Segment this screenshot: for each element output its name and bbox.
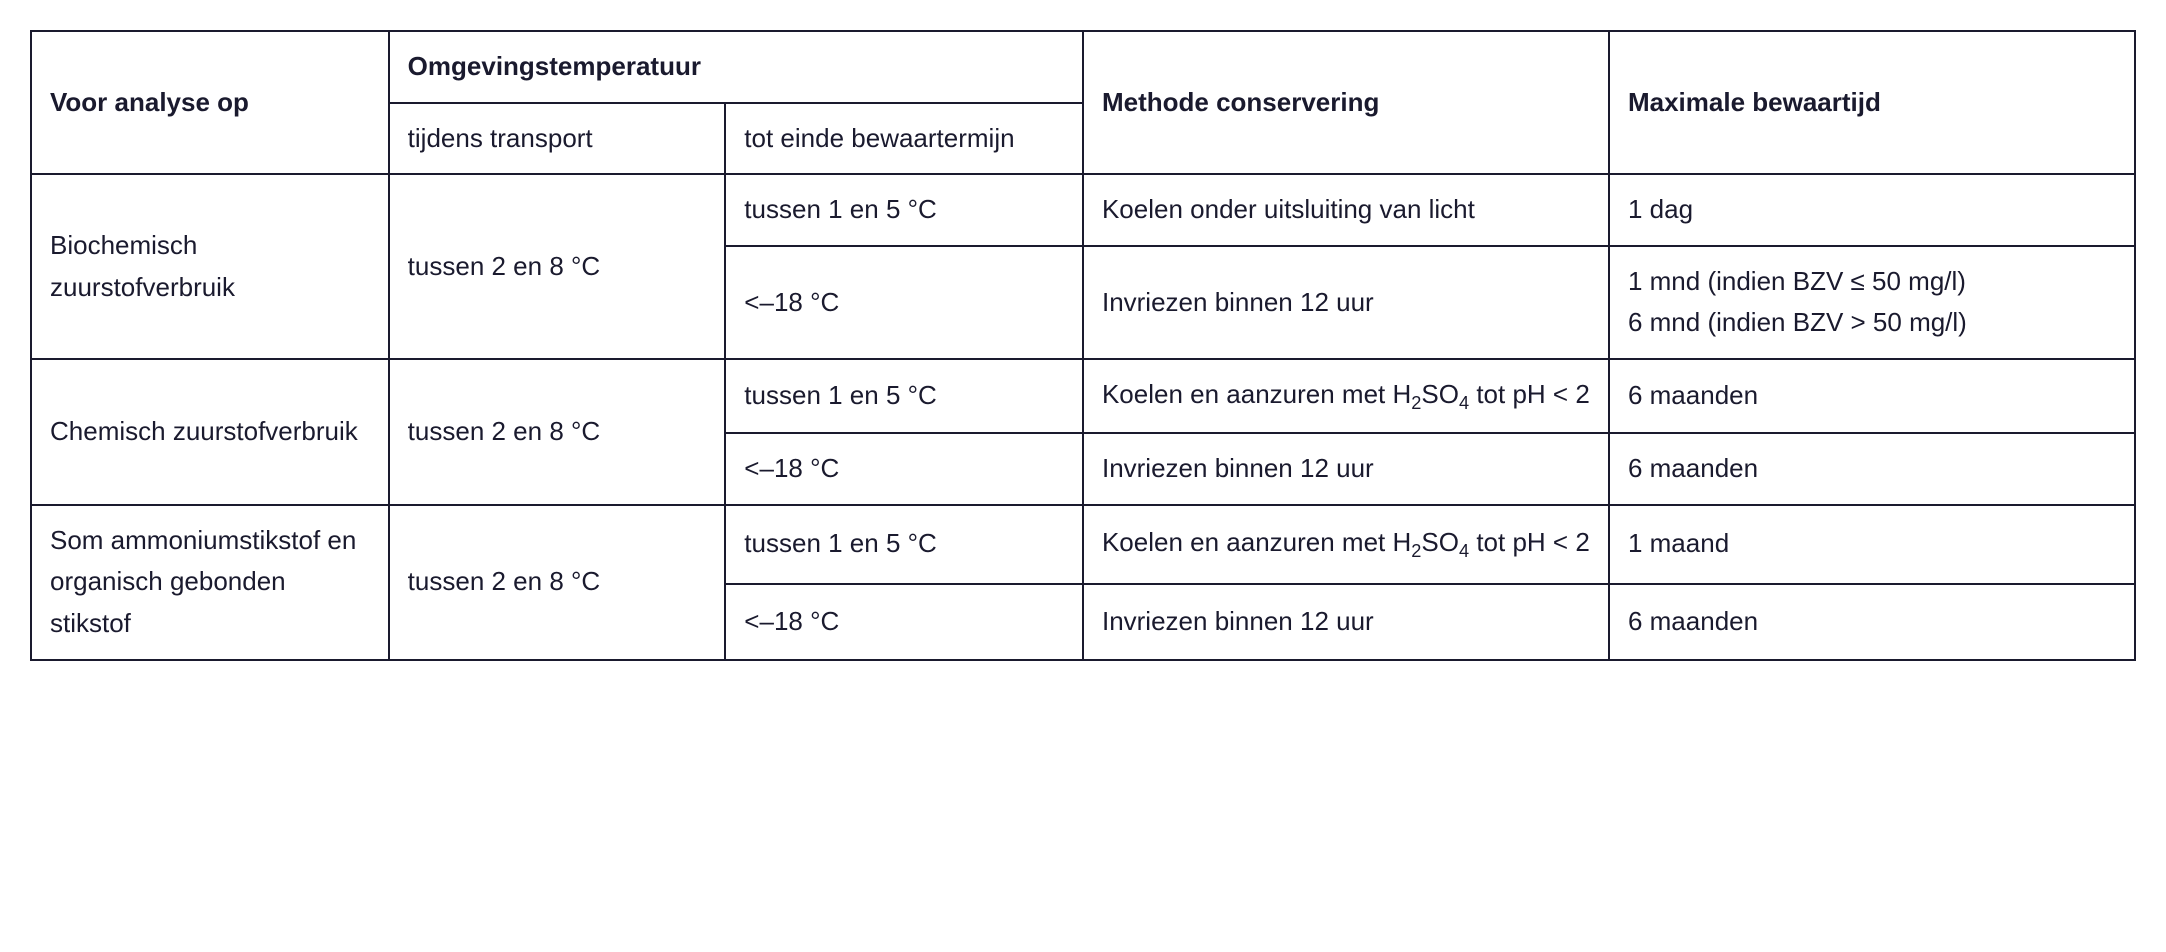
- cell-analysis: Som ammoniumstikstof en organisch gebond…: [31, 505, 389, 660]
- cell-method: Invriezen binnen 12 uur: [1083, 246, 1609, 359]
- table-row: Som ammoniumstikstof en organisch gebond…: [31, 505, 2135, 584]
- cell-storage: <–18 °C: [725, 246, 1083, 359]
- cell-storage: tussen 1 en 5 °C: [725, 505, 1083, 584]
- header-row-1: Voor analyse op Omgevingstemperatuur Met…: [31, 31, 2135, 103]
- cell-analysis: Chemisch zuurstofverbruik: [31, 359, 389, 505]
- cell-transport: tussen 2 en 8 °C: [389, 174, 726, 359]
- table-row: Biochemisch zuurstofverbruik tussen 2 en…: [31, 174, 2135, 246]
- table-row: Chemisch zuurstofverbruik tussen 2 en 8 …: [31, 359, 2135, 433]
- cell-storage: tussen 1 en 5 °C: [725, 174, 1083, 246]
- cell-method: Koelen en aanzuren met H2SO4 tot pH < 2: [1083, 505, 1609, 584]
- cell-max: 1 mnd (indien BZV ≤ 50 mg/l)6 mnd (indie…: [1609, 246, 2135, 359]
- cell-storage: <–18 °C: [725, 584, 1083, 660]
- cell-max: 6 maanden: [1609, 584, 2135, 660]
- cell-analysis: Biochemisch zuurstofverbruik: [31, 174, 389, 359]
- header-max-time: Maximale bewaartijd: [1609, 31, 2135, 174]
- table-header: Voor analyse op Omgevingstemperatuur Met…: [31, 31, 2135, 174]
- cell-max: 1 dag: [1609, 174, 2135, 246]
- cell-transport: tussen 2 en 8 °C: [389, 359, 726, 505]
- header-method: Methode conservering: [1083, 31, 1609, 174]
- conservation-table: Voor analyse op Omgevingstemperatuur Met…: [30, 30, 2136, 661]
- table-body: Biochemisch zuurstofverbruik tussen 2 en…: [31, 174, 2135, 659]
- cell-method: Invriezen binnen 12 uur: [1083, 584, 1609, 660]
- cell-transport: tussen 2 en 8 °C: [389, 505, 726, 660]
- cell-method: Koelen en aanzuren met H2SO4 tot pH < 2: [1083, 359, 1609, 433]
- cell-max: 6 maanden: [1609, 433, 2135, 505]
- cell-max: 6 maanden: [1609, 359, 2135, 433]
- header-analysis: Voor analyse op: [31, 31, 389, 174]
- cell-method: Invriezen binnen 12 uur: [1083, 433, 1609, 505]
- cell-storage: <–18 °C: [725, 433, 1083, 505]
- header-ambient-temp: Omgevingstemperatuur: [389, 31, 1083, 103]
- header-transport: tijdens transport: [389, 103, 726, 175]
- cell-max: 1 maand: [1609, 505, 2135, 584]
- cell-method: Koelen onder uitsluiting van licht: [1083, 174, 1609, 246]
- header-storage-end: tot einde bewaartermijn: [725, 103, 1083, 175]
- cell-storage: tussen 1 en 5 °C: [725, 359, 1083, 433]
